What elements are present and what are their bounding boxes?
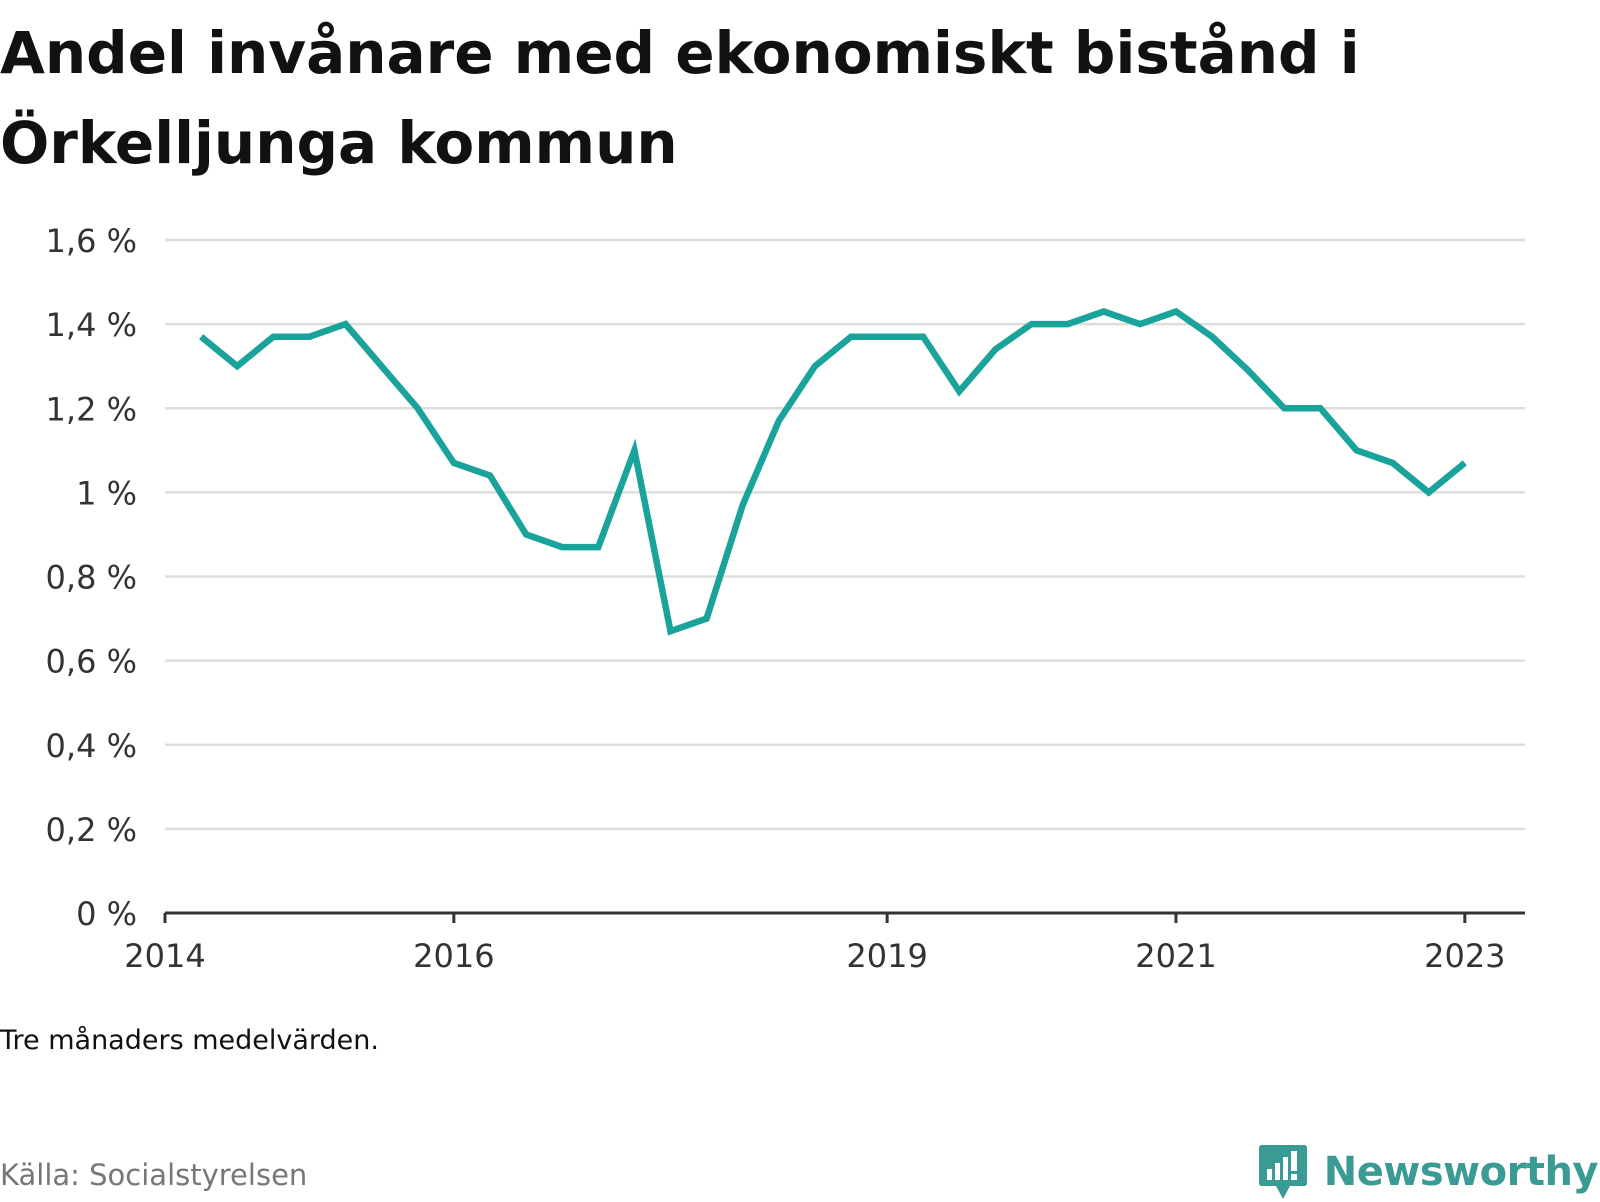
series-line — [199, 307, 1467, 636]
x-tick-label: 2016 — [413, 937, 494, 975]
brand-name: Newsworthy — [1323, 1149, 1599, 1195]
chart-note: Tre månaders medelvärden. — [0, 1025, 379, 1056]
chart-source: Källa: Socialstyrelsen — [0, 1158, 308, 1192]
chart-title: Andel invånare med ekonomiskt bistånd i … — [0, 19, 1360, 177]
grid-lines — [165, 238, 1525, 831]
x-axis-ticks: 2014 2016 2019 2021 2023 — [124, 913, 1506, 975]
y-tick-label: 0,6 % — [46, 643, 137, 681]
y-tick-label: 0,2 % — [46, 811, 137, 849]
y-tick-label: 1,4 % — [46, 306, 137, 344]
newsworthy-logo: Newsworthy — [1258, 1142, 1599, 1202]
x-tick-label: 2021 — [1135, 937, 1216, 975]
line-chart: 0 % 0,2 % 0,4 % 0,6 % 0,8 % 1 % 1,2 % 1,4 % 1,6 … — [46, 222, 1525, 975]
y-tick-label: 0,4 % — [46, 727, 137, 765]
y-tick-label: 1 % — [76, 474, 137, 512]
y-tick-label: 1,2 % — [46, 390, 137, 428]
y-tick-label: 0 % — [76, 895, 137, 933]
series-layer — [199, 307, 1467, 636]
x-tick-label: 2019 — [846, 937, 927, 975]
chart-bubble-icon — [1258, 1145, 1307, 1199]
x-tick-label: 2023 — [1424, 937, 1505, 975]
y-tick-label: 0,8 % — [46, 559, 137, 597]
y-axis-tick-labels: 0 % 0,2 % 0,4 % 0,6 % 0,8 % 1 % 1,2 % 1,4 % 1,6 … — [46, 222, 137, 933]
x-tick-label: 2014 — [124, 937, 205, 975]
y-tick-label: 1,6 % — [46, 222, 137, 260]
